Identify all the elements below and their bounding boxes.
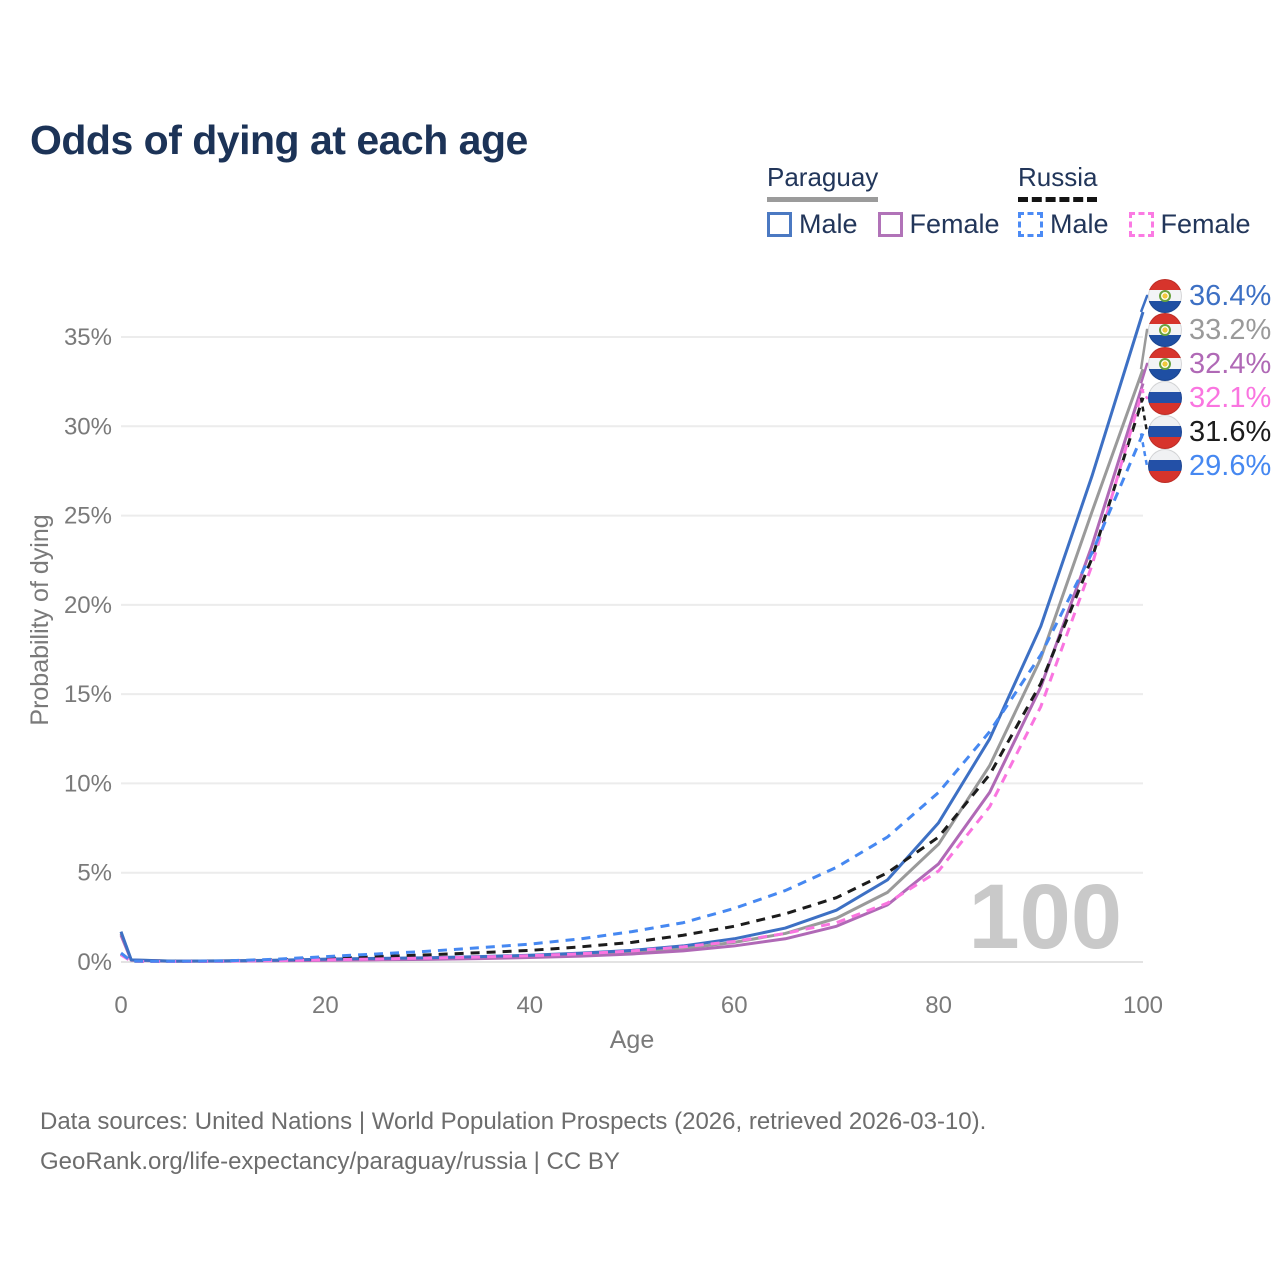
y-tick-label: 10%	[64, 770, 112, 797]
paraguay-female-swatch-icon	[877, 212, 903, 237]
footer: Data sources: United Nations | World Pop…	[40, 1102, 986, 1182]
x-tick-label: 20	[312, 992, 339, 1019]
legend-item-russia-male[interactable]: Male	[1018, 209, 1109, 240]
y-tick-label: 25%	[64, 503, 112, 530]
paraguay-male-swatch-icon	[767, 212, 792, 237]
leader-line	[1139, 362, 1153, 384]
hovered-age-watermark: 100	[969, 866, 1123, 968]
x-tick-label: 40	[516, 992, 543, 1019]
legend-heading-paraguay[interactable]: Paraguay	[767, 162, 879, 202]
leader-line	[1139, 294, 1153, 313]
russia-female-swatch-icon	[1128, 212, 1154, 237]
legend-item-paraguay-male[interactable]: Male	[767, 209, 858, 240]
legend-item-russia-female[interactable]: Female	[1128, 209, 1251, 240]
legend-group-russia: Russia Male Female	[1018, 162, 1251, 240]
legend-group-paraguay: Paraguay Male Female	[767, 162, 1000, 240]
y-tick-label: 15%	[64, 681, 112, 708]
series-line-russia-male[interactable]	[120, 432, 1145, 963]
series-line-paraguay-male[interactable]	[119, 311, 1145, 963]
y-tick-label: 20%	[64, 592, 112, 619]
y-tick-label: 0%	[77, 949, 112, 976]
y-axis-title: Probability of dying	[26, 514, 54, 725]
y-tick-label: 30%	[64, 413, 112, 440]
x-tick-label: 0	[114, 992, 127, 1019]
x-axis-title: Age	[610, 1026, 654, 1054]
footer-attribution[interactable]: GeoRank.org/life-expectancy/paraguay/rus…	[40, 1148, 620, 1175]
series-lines	[119, 311, 1145, 963]
leader-line	[1139, 433, 1153, 468]
x-tick-label: 80	[925, 992, 952, 1019]
y-tick-label: 5%	[77, 860, 112, 887]
footer-sources: Data sources: United Nations | World Pop…	[40, 1108, 987, 1135]
page-title: Odds of dying at each age	[30, 117, 528, 164]
leader-lines	[1139, 294, 1153, 468]
russia-male-swatch-icon	[1018, 212, 1043, 237]
x-tick-label: 60	[721, 992, 748, 1019]
x-tick-label: 100	[1123, 992, 1163, 1019]
leader-line	[1139, 388, 1153, 400]
legend-item-paraguay-female[interactable]: Female	[877, 209, 1000, 240]
axis-ticks: 0% 5% 10% 15% 20% 25% 30% 35% 0 20 40 60 80 100	[64, 324, 1163, 1019]
y-tick-label: 35%	[64, 324, 112, 351]
legend-heading-russia[interactable]: Russia	[1018, 162, 1098, 202]
